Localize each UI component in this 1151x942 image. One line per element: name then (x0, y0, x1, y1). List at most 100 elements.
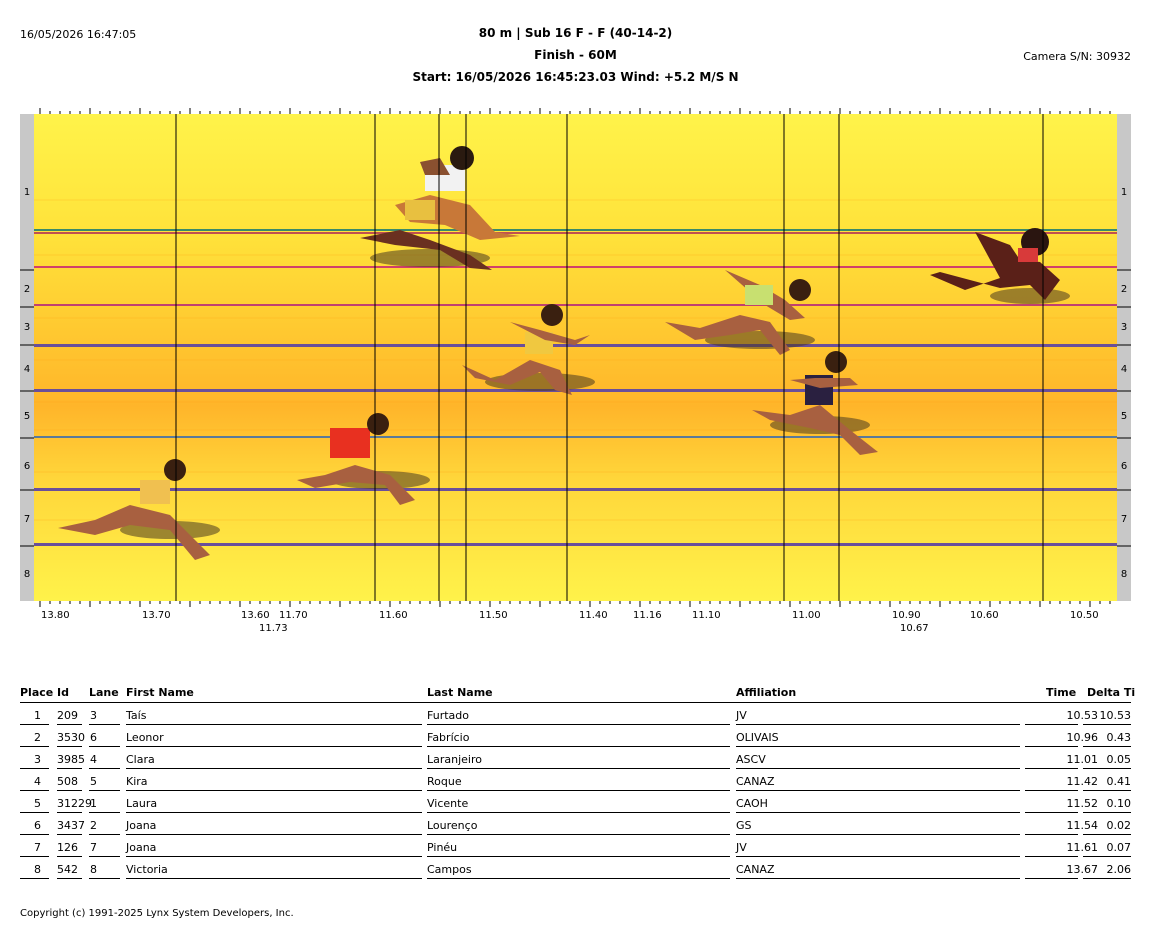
cell-underline (736, 724, 1020, 725)
lane-label-right: 4 (1121, 364, 1127, 375)
lane-label-left: 5 (24, 411, 30, 422)
time-tick-label: 10.90 (892, 610, 921, 621)
cell-underline (20, 746, 49, 747)
ruler-ticks (39, 108, 1111, 607)
cell-underline (126, 790, 422, 791)
lane-label-left: 4 (24, 364, 30, 375)
cell-underline (1083, 790, 1131, 791)
cell-delta: 0.43 (1106, 731, 1132, 744)
time-tick-label: 11.60 (379, 610, 408, 621)
athlete-silhouettes (58, 146, 1070, 560)
col-header-time: Time (1046, 686, 1077, 699)
cell-underline (126, 812, 422, 813)
cell-lane: 3 (90, 709, 97, 722)
lane-lines (34, 229, 1117, 546)
cell-underline (20, 812, 49, 813)
cell-time: 11.61 (1066, 841, 1099, 854)
cell-id: 3530 (57, 731, 85, 744)
cell-underline (126, 768, 422, 769)
cell-underline (1025, 812, 1078, 813)
cell-last: Roque (427, 775, 462, 788)
lane-label-left: 6 (24, 461, 30, 472)
time-tick-label: 13.70 (142, 610, 171, 621)
cell-last: Campos (427, 863, 472, 876)
cell-underline (1083, 812, 1131, 813)
cell-delta: 10.53 (1099, 709, 1132, 722)
cell-place: 5 (34, 797, 41, 810)
cell-id: 209 (57, 709, 78, 722)
athlete-lane-6 (297, 413, 430, 505)
table-row: 8 542 8 Victoria Campos CANAZ 13.67 2.06 (20, 857, 1131, 879)
cell-underline (57, 834, 82, 835)
cell-id: 31229 (57, 797, 92, 810)
race-title: 80 m | Sub 16 F - F (40-14-2) (478, 26, 673, 40)
cell-underline (427, 856, 730, 857)
left-side-bar (20, 114, 34, 601)
cell-underline (126, 724, 422, 725)
cell-underline (89, 768, 120, 769)
cell-aff: JV (736, 709, 747, 722)
cell-underline (736, 834, 1020, 835)
cell-underline (1083, 878, 1131, 879)
cell-lane: 4 (90, 753, 97, 766)
cell-time: 10.53 (1066, 709, 1099, 722)
cell-id: 126 (57, 841, 78, 854)
cell-lane: 7 (90, 841, 97, 854)
cell-underline (57, 878, 82, 879)
table-row: 5 31229 1 Laura Vicente CAOH 11.52 0.10 (20, 791, 1131, 813)
cell-last: Laranjeiro (427, 753, 482, 766)
cell-place: 1 (34, 709, 41, 722)
time-tick-label: 13.80 (41, 610, 70, 621)
cell-place: 6 (34, 819, 41, 832)
cell-aff: OLIVAIS (736, 731, 779, 744)
cell-place: 2 (34, 731, 41, 744)
start-wind-info: Start: 16/05/2026 16:45:23.03 Wind: +5.2… (412, 70, 739, 84)
report-datetime: 16/05/2026 16:47:05 (20, 28, 137, 41)
col-header-delta: Delta Ti (1087, 686, 1136, 699)
cell-underline (427, 834, 730, 835)
col-header-first-name: First Name (126, 686, 194, 699)
cell-first: Clara (126, 753, 155, 766)
lane-label-right: 6 (1121, 461, 1127, 472)
athlete-lane-7 (58, 459, 220, 560)
col-header-lane: Lane (89, 686, 119, 699)
lane-labels: 1 2 3 4 5 6 7 8 1 2 3 4 5 6 7 8 (24, 187, 1127, 580)
lane-label-right: 2 (1121, 284, 1127, 295)
col-header-affiliation: Affiliation (736, 686, 797, 699)
cell-id: 3437 (57, 819, 85, 832)
cell-underline (89, 834, 120, 835)
lane-label-left: 8 (24, 569, 30, 580)
cell-underline (1025, 768, 1078, 769)
cell-underline (736, 856, 1020, 857)
cell-last: Fabrício (427, 731, 470, 744)
table-row: 2 3530 6 Leonor Fabrício OLIVAIS 10.96 0.43 (20, 725, 1131, 747)
photo-finish-image: 1 2 3 4 5 6 7 8 1 2 3 4 5 6 7 8 (20, 108, 1131, 607)
cell-underline (1025, 878, 1078, 879)
time-tick-sublabel: 11.73 (259, 623, 288, 634)
lane-label-left: 3 (24, 322, 30, 333)
cell-last: Pinéu (427, 841, 458, 854)
cell-underline (57, 768, 82, 769)
table-row: 7 126 7 Joana Pinéu JV 11.61 0.07 (20, 835, 1131, 857)
cell-first: Joana (126, 819, 157, 832)
cell-lane: 5 (90, 775, 97, 788)
cell-underline (736, 812, 1020, 813)
cell-underline (89, 878, 120, 879)
cell-underline (57, 724, 82, 725)
cell-id: 3985 (57, 753, 85, 766)
col-header-id: Id (57, 686, 69, 699)
cell-underline (57, 790, 82, 791)
cell-underline (20, 856, 49, 857)
cell-underline (20, 834, 49, 835)
table-row: 6 3437 2 Joana Lourenço GS 11.54 0.02 (20, 813, 1131, 835)
cell-underline (427, 768, 730, 769)
results-table: Place Id Lane First Name Last Name Affil… (20, 684, 1135, 879)
cell-id: 508 (57, 775, 78, 788)
cell-underline (1025, 746, 1078, 747)
right-side-bar (1117, 114, 1131, 601)
cell-lane: 1 (90, 797, 97, 810)
cell-first: Joana (126, 841, 157, 854)
cell-aff: JV (736, 841, 747, 854)
cell-delta: 0.10 (1106, 797, 1132, 810)
lane-label-right: 5 (1121, 411, 1127, 422)
